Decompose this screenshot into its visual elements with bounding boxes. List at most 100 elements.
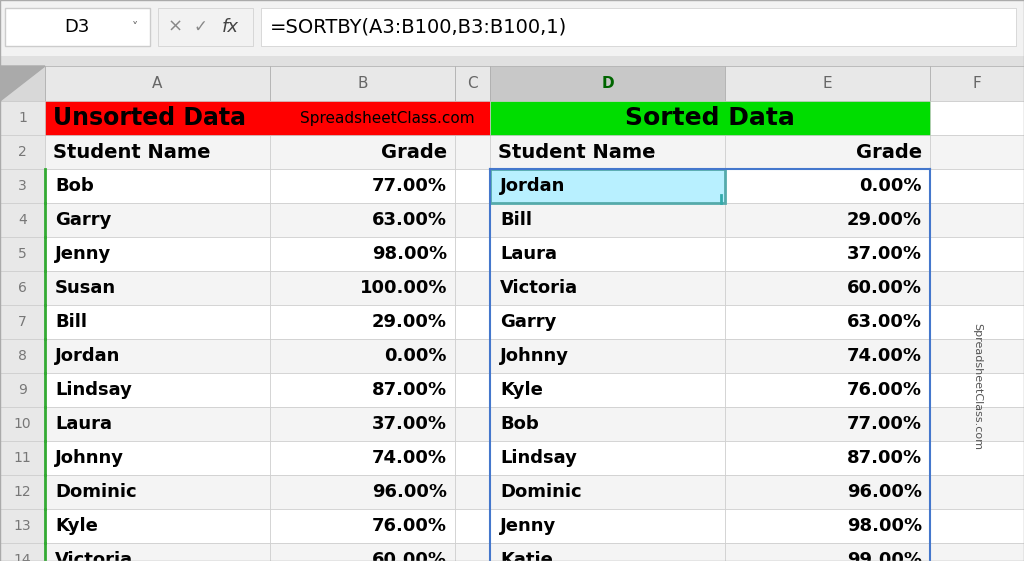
Bar [490,66,725,101]
Bar [45,101,490,135]
Bar [725,441,930,475]
Text: Victoria: Victoria [55,551,133,561]
Text: 2: 2 [18,145,27,159]
Bar [0,237,45,271]
Bar [930,339,1024,373]
Bar [455,66,490,101]
Text: Dominic: Dominic [55,483,136,501]
Bar [455,407,490,441]
Bar [45,169,270,203]
Text: Bob: Bob [55,177,94,195]
Bar [270,441,455,475]
Text: ✓: ✓ [194,18,207,36]
Text: 87.00%: 87.00% [847,449,922,467]
Bar [270,135,455,169]
Text: 96.00%: 96.00% [372,483,447,501]
Bar [45,271,270,305]
Bar [490,407,725,441]
Text: 5: 5 [18,247,27,261]
Text: 77.00%: 77.00% [847,415,922,433]
Bar [270,66,455,101]
Bar [0,543,45,561]
Bar [930,509,1024,543]
Bar [0,0,1024,56]
Text: F: F [973,76,981,91]
Bar [490,203,725,237]
Bar [0,101,45,135]
Bar [45,373,270,407]
Bar [725,509,930,543]
Bar [930,441,1024,475]
Bar [45,305,270,339]
Bar [490,509,725,543]
Text: Garry: Garry [55,211,112,229]
Text: D3: D3 [65,18,90,36]
Bar [930,271,1024,305]
Text: 10: 10 [13,417,32,431]
Text: Dominic: Dominic [500,483,582,501]
Bar [0,271,45,305]
Bar [0,56,1024,66]
Text: 100.00%: 100.00% [359,279,447,297]
Bar [455,169,490,203]
Text: 37.00%: 37.00% [372,415,447,433]
Bar [930,475,1024,509]
Text: 60.00%: 60.00% [847,279,922,297]
Text: 29.00%: 29.00% [372,313,447,331]
Bar [490,339,725,373]
Bar [930,169,1024,203]
Text: 63.00%: 63.00% [847,313,922,331]
Text: 74.00%: 74.00% [372,449,447,467]
Bar [490,101,930,135]
Bar [45,543,270,561]
Bar [490,305,725,339]
Text: B: B [357,76,368,91]
Bar [455,135,490,169]
Bar [455,237,490,271]
Text: Kyle: Kyle [55,517,98,535]
Bar [490,169,725,203]
Text: C: C [467,76,478,91]
Bar [725,135,930,169]
Bar [930,407,1024,441]
Bar [725,101,930,135]
Bar [0,135,45,169]
Bar [0,407,45,441]
Bar [0,509,45,543]
Bar [490,441,725,475]
Bar [270,339,455,373]
Bar [45,203,270,237]
Bar [725,237,930,271]
Bar [45,66,270,101]
Text: 13: 13 [13,519,32,533]
Bar [725,475,930,509]
Bar [725,373,930,407]
Text: Johnny: Johnny [55,449,124,467]
Text: Katie: Katie [500,551,553,561]
Bar [455,203,490,237]
Text: =SORTBY(A3:B100,B3:B100,1): =SORTBY(A3:B100,B3:B100,1) [270,17,567,36]
Text: Bill: Bill [55,313,87,331]
Bar [45,407,270,441]
Text: Grade: Grade [856,142,922,162]
Bar [45,509,270,543]
Text: 29.00%: 29.00% [847,211,922,229]
Text: Jordan: Jordan [55,347,121,365]
Bar [455,543,490,561]
Text: Unsorted Data: Unsorted Data [53,106,246,130]
Bar [45,441,270,475]
Text: 76.00%: 76.00% [847,381,922,399]
Text: Lindsay: Lindsay [55,381,132,399]
Bar [0,305,45,339]
Bar [261,8,1016,46]
Bar [270,509,455,543]
Bar [490,271,725,305]
Bar [0,339,45,373]
Text: Bob: Bob [500,415,539,433]
Bar [0,441,45,475]
Bar [270,305,455,339]
Bar [455,475,490,509]
Text: 77.00%: 77.00% [372,177,447,195]
Text: 12: 12 [13,485,32,499]
Text: SpreadsheetClass.com: SpreadsheetClass.com [300,111,475,126]
